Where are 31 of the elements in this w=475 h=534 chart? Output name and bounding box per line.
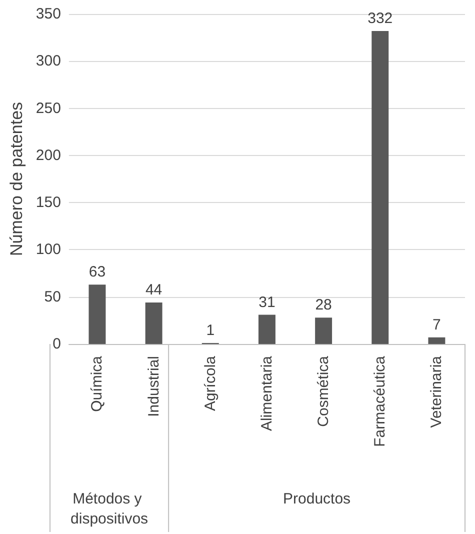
bar <box>315 318 332 344</box>
y-tick-label: 0 <box>52 336 61 352</box>
x-tick-label: Alimentaria <box>258 355 276 432</box>
x-tick-label: Agrícola <box>202 355 219 412</box>
y-tick-label: 50 <box>44 288 61 306</box>
x-tick-label: Industrial <box>145 356 162 417</box>
y-tick-label: 200 <box>36 146 61 164</box>
y-axis-title: Número de patentes <box>7 102 26 256</box>
data-label: 1 <box>206 322 215 340</box>
x-tick-label: Veterinaria <box>428 355 446 428</box>
bar <box>88 284 106 344</box>
bar <box>258 314 276 344</box>
y-tick-label: 300 <box>36 52 61 70</box>
bar <box>372 30 389 344</box>
x-tick-label: Cosmética <box>315 355 332 427</box>
y-tick-label: 250 <box>36 100 61 117</box>
x-tick-label: Farmacéutica <box>372 355 389 447</box>
data-label: 28 <box>315 296 332 314</box>
y-tick-label: 150 <box>36 194 61 212</box>
y-tick-label: 100 <box>36 241 61 258</box>
data-label: 44 <box>145 282 162 299</box>
bar <box>145 302 162 344</box>
data-label: 332 <box>368 10 393 27</box>
data-label: 7 <box>432 316 441 334</box>
x-tick-label: Química <box>88 355 106 412</box>
text: Productos <box>283 490 351 508</box>
bar <box>428 337 446 344</box>
y-tick-label: 350 <box>36 6 61 22</box>
data-label: 31 <box>258 294 276 311</box>
data-label: 63 <box>88 264 106 281</box>
text: Métodos y dispositivos <box>70 490 148 528</box>
